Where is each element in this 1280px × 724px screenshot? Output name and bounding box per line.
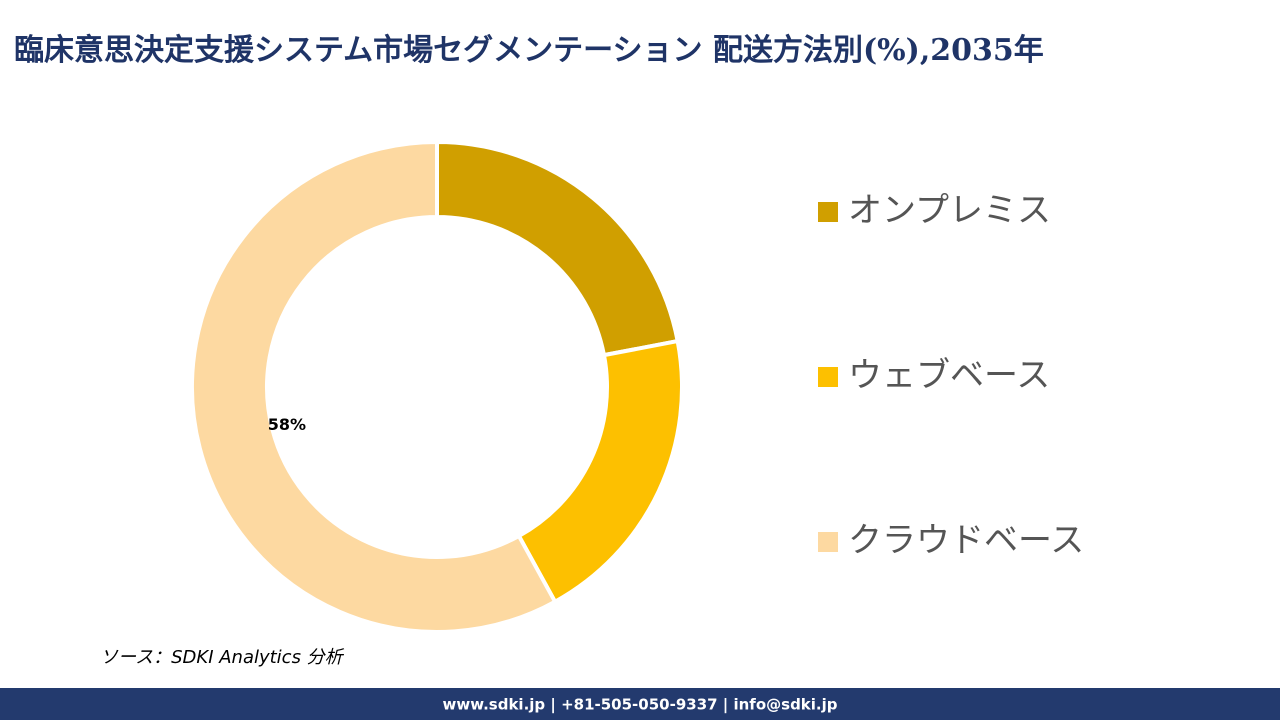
legend-label: クラウドベース	[848, 521, 1084, 561]
footer: www.sdki.jp | +81-505-050-9337 | info@sd…	[442, 696, 837, 715]
legend-label: ウェブベース	[848, 356, 1050, 396]
chart-title: 臨床意思決定支援システム市場セグメンテーション 配送方法別(%),2035年	[14, 33, 1044, 68]
legend-swatch	[818, 367, 838, 387]
slice	[190, 139, 558, 634]
slice	[435, 139, 681, 358]
legend-label: オンプレミス	[848, 191, 1051, 231]
slice	[516, 338, 684, 605]
legend-swatch	[818, 532, 838, 552]
data-label: 58%	[268, 415, 306, 434]
source: ソース：SDKI Analytics 分析	[100, 647, 345, 668]
footer-bar	[0, 688, 1280, 720]
donut: 58%	[190, 139, 684, 634]
legend-swatch	[818, 202, 838, 222]
